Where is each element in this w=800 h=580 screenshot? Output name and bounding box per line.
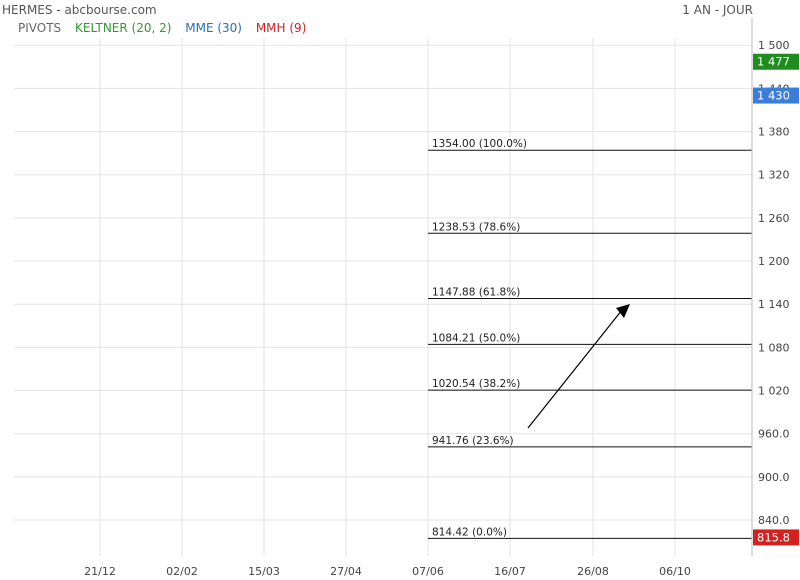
y-tick-label: 1 020 <box>758 385 790 398</box>
price-badge-label: 1 430 <box>757 89 790 103</box>
fib-level-label: 1354.00 (100.0%) <box>432 138 527 150</box>
legend-pivots[interactable]: PIVOTS <box>18 21 62 35</box>
x-tick-label: 16/07 <box>494 565 526 578</box>
y-tick-label: 1 140 <box>758 298 790 311</box>
y-tick-label: 1 080 <box>758 341 790 354</box>
price-badge-high <box>753 53 799 70</box>
fib-level-label: 814.42 (0.0%) <box>432 526 507 538</box>
legend-mme[interactable]: MME (30) <box>185 21 242 35</box>
price-badge-low <box>753 529 799 546</box>
price-badge-label: 1 477 <box>757 55 790 69</box>
x-tick-label: 02/02 <box>166 565 198 578</box>
x-tick-label: 15/03 <box>248 565 280 578</box>
y-tick-label: 1 320 <box>758 169 790 182</box>
fib-level-label: 1147.88 (61.8%) <box>432 287 520 299</box>
y-tick-label: 1 500 <box>758 39 790 52</box>
legend-keltner[interactable]: KELTNER (20, 2) <box>75 21 172 35</box>
price-badge-last <box>753 87 799 104</box>
x-tick-label: 07/06 <box>412 565 444 578</box>
chart-title: HERMES - abcbourse.com <box>2 3 157 17</box>
fib-level-label: 941.76 (23.6%) <box>432 435 514 447</box>
fib-level-label: 1020.54 (38.2%) <box>432 378 520 390</box>
fib-level-label: 1238.53 (78.6%) <box>432 221 520 233</box>
price-badge-label: 815.8 <box>757 530 790 544</box>
indicator-legend: PIVOTS KELTNER (20, 2) MME (30) MMH (9) <box>18 21 306 35</box>
x-tick-label: 27/04 <box>330 565 362 578</box>
y-tick-label: 960.0 <box>758 428 790 441</box>
y-tick-label: 1 260 <box>758 212 790 225</box>
x-tick-label: 06/10 <box>659 565 691 578</box>
x-tick-label: 26/08 <box>577 565 609 578</box>
annotation-arrow-line <box>527 309 623 429</box>
y-tick-label: 840.0 <box>758 514 790 527</box>
fib-level-label: 1084.21 (50.0%) <box>432 332 520 344</box>
x-tick-label: 21/12 <box>84 565 116 578</box>
y-tick-label: 1 380 <box>758 126 790 139</box>
y-tick-label: 900.0 <box>758 471 790 484</box>
y-tick-label: 1 200 <box>758 255 790 268</box>
period-label: 1 AN - JOUR <box>682 3 753 17</box>
annotation-arrow-head <box>616 304 630 318</box>
legend-mmh[interactable]: MMH (9) <box>255 21 307 35</box>
